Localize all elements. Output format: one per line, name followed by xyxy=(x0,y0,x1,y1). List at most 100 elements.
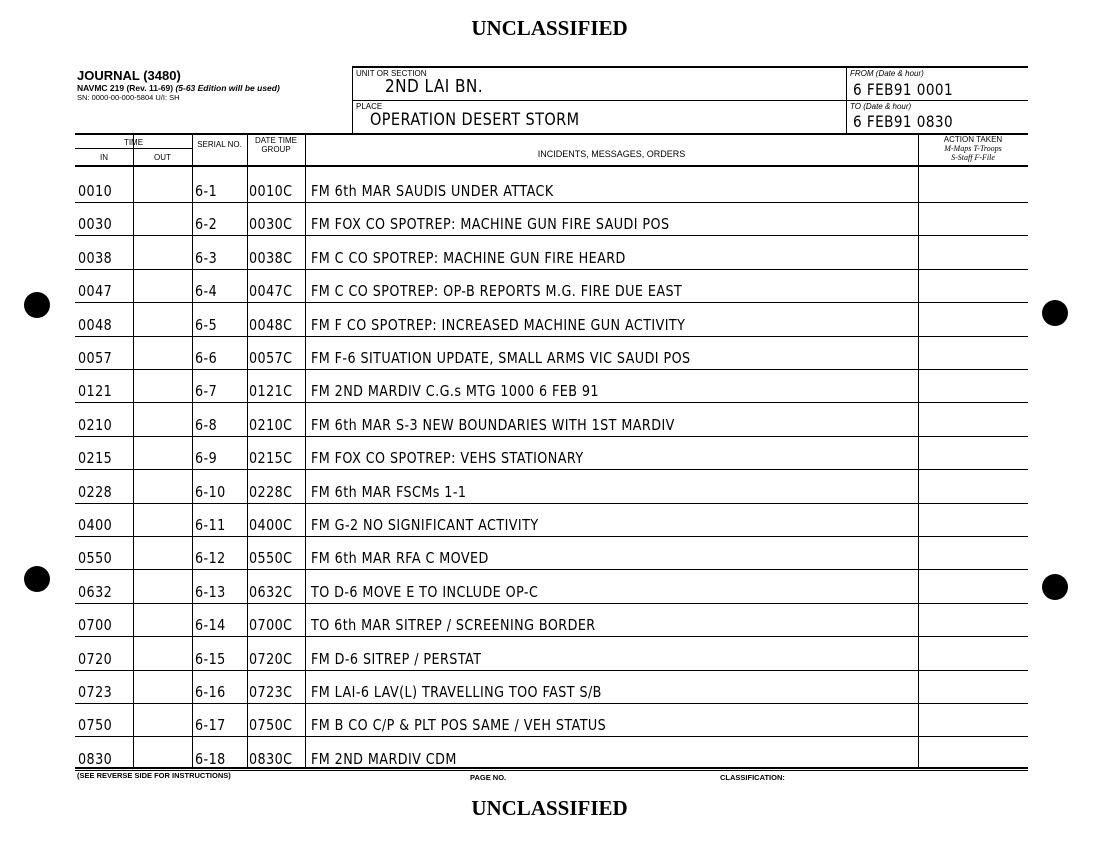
incident-text: FM F CO SPOTREP: INCREASED MACHINE GUN A… xyxy=(311,315,686,334)
unit-value[interactable]: 2ND LAI BN. xyxy=(385,76,484,97)
place-label: PLACE xyxy=(356,102,383,111)
table-row: 0550 6-12 0550C FM 6th MAR RFA C MOVED xyxy=(75,537,1028,571)
incident-text: FM B CO C/P & PLT POS SAME / VEH STATUS xyxy=(311,716,607,735)
date-time-group: 0700C xyxy=(249,616,293,635)
serial-no: 6-10 xyxy=(195,482,226,501)
footer-page-no: PAGE NO. xyxy=(470,773,507,782)
incident-text: FM FOX CO SPOTREP: MACHINE GUN FIRE SAUD… xyxy=(311,215,670,234)
serial-no: 6-18 xyxy=(195,749,226,768)
date-time-group: 0400C xyxy=(249,516,293,534)
incident-text: FM C CO SPOTREP: MACHINE GUN FIRE HEARD xyxy=(311,248,626,267)
table-row: 0830 6-18 0830C FM 2ND MARDIV CDM xyxy=(75,738,1028,771)
incident-text: FM 2ND MARDIV CDM xyxy=(311,749,457,768)
date-time-group: 0210C xyxy=(249,415,293,434)
serial-no: 6-1 xyxy=(195,182,218,200)
time-in: 0010 xyxy=(78,182,113,200)
punch-hole xyxy=(24,566,50,592)
date-time-group: 0047C xyxy=(249,282,293,301)
col-in: IN xyxy=(100,153,108,162)
from-value[interactable]: 6 FEB91 0001 xyxy=(853,80,954,99)
incident-text: FM F-6 SITUATION UPDATE, SMALL ARMS VIC … xyxy=(311,349,691,367)
date-time-group: 0632C xyxy=(249,582,293,601)
incident-text: FM C CO SPOTREP: OP-B REPORTS M.G. FIRE … xyxy=(311,282,683,301)
incident-text: FM 6th MAR FSCMs 1-1 xyxy=(311,482,467,501)
table-row: 0048 6-5 0048C FM F CO SPOTREP: INCREASE… xyxy=(75,304,1028,337)
table-row: 0210 6-8 0210C FM 6th MAR S-3 NEW BOUNDA… xyxy=(75,404,1028,437)
date-time-group: 0038C xyxy=(249,248,293,267)
table-row: 0038 6-3 0038C FM C CO SPOTREP: MACHINE … xyxy=(75,237,1028,270)
time-in: 0210 xyxy=(78,415,113,434)
incident-text: FM 6th MAR S-3 NEW BOUNDARIES WITH 1ST M… xyxy=(311,415,675,434)
table-row: 0750 6-17 0750C FM B CO C/P & PLT POS SA… xyxy=(75,704,1028,738)
punch-hole xyxy=(24,292,50,318)
table-row: 0228 6-10 0228C FM 6th MAR FSCMs 1-1 xyxy=(75,471,1028,504)
to-value[interactable]: 6 FEB91 0830 xyxy=(853,112,954,131)
table-row: 0720 6-15 0720C FM D-6 SITREP / PERSTAT xyxy=(75,638,1028,671)
footer-instructions: (SEE REVERSE SIDE FOR INSTRUCTIONS) xyxy=(77,771,231,780)
date-time-group: 0720C xyxy=(249,649,293,668)
punch-hole xyxy=(1042,574,1068,600)
date-time-group: 0010C xyxy=(249,182,293,200)
footer-classification: CLASSIFICATION: xyxy=(720,773,785,782)
date-time-group: 0030C xyxy=(249,215,293,234)
serial-no: 6-11 xyxy=(195,516,226,534)
incident-text: FM 6th MAR RFA C MOVED xyxy=(311,549,489,568)
serial-no: 6-6 xyxy=(195,349,218,367)
classification-top: UNCLASSIFIED xyxy=(471,16,628,40)
col-out: OUT xyxy=(154,153,171,162)
time-in: 0030 xyxy=(78,215,113,234)
date-time-group: 0121C xyxy=(249,382,293,401)
time-in: 0550 xyxy=(78,549,113,568)
date-time-group: 0215C xyxy=(249,449,293,468)
from-label: FROM (Date & hour) xyxy=(850,69,924,78)
time-in: 0700 xyxy=(78,616,113,635)
table-row: 0723 6-16 0723C FM LAI-6 LAV(L) TRAVELLI… xyxy=(75,671,1028,704)
unit-label: UNIT OR SECTION xyxy=(356,69,427,78)
table-row: 0400 6-11 0400C FM G-2 NO SIGNIFICANT AC… xyxy=(75,504,1028,537)
form-number: NAVMC 219 (Rev. 11-69) xyxy=(77,83,174,93)
serial-no: 6-2 xyxy=(195,215,218,234)
time-in: 0048 xyxy=(78,315,113,334)
date-time-group: 0750C xyxy=(249,716,293,735)
incident-text: FM 2ND MARDIV C.G.s MTG 1000 6 FEB 91 xyxy=(311,382,599,401)
form-title: JOURNAL (3480) xyxy=(77,68,181,83)
action-title: ACTION TAKEN xyxy=(943,135,1003,144)
incident-text: FM G-2 NO SIGNIFICANT ACTIVITY xyxy=(311,516,539,534)
incident-text: TO 6th MAR SITREP / SCREENING BORDER xyxy=(311,616,596,635)
edition-note: (5-63 Edition will be used) xyxy=(175,83,280,93)
action-key-2: S-Staff F-File xyxy=(951,153,995,162)
incident-text: TO D-6 MOVE E TO INCLUDE OP-C xyxy=(311,582,539,601)
time-in: 0723 xyxy=(78,683,113,701)
serial-no: 6-13 xyxy=(195,582,226,601)
serial-no: 6-17 xyxy=(195,716,226,735)
col-dtg: DATE TIME GROUP xyxy=(255,136,297,154)
date-time-group: 0228C xyxy=(249,482,293,501)
classification-bottom: UNCLASSIFIED xyxy=(471,796,628,820)
incident-text: FM D-6 SITREP / PERSTAT xyxy=(311,649,482,668)
serial-no: 6-3 xyxy=(195,248,218,267)
table-row: 0632 6-13 0632C TO D-6 MOVE E TO INCLUDE… xyxy=(75,571,1028,604)
place-value[interactable]: OPERATION DESERT STORM xyxy=(370,110,580,130)
table-row: 0047 6-4 0047C FM C CO SPOTREP: OP-B REP… xyxy=(75,270,1028,304)
date-time-group: 0830C xyxy=(249,749,293,768)
form-title-block: JOURNAL (3480) NAVMC 219 (Rev. 11-69) (5… xyxy=(77,68,280,102)
date-time-group: 0057C xyxy=(249,349,293,367)
time-in: 0038 xyxy=(78,248,113,267)
serial-no: 6-5 xyxy=(195,315,218,334)
serial-no: 6-4 xyxy=(195,282,218,301)
col-incidents: INCIDENTS, MESSAGES, ORDERS xyxy=(537,149,686,159)
serial-no: 6-7 xyxy=(195,382,218,401)
punch-hole xyxy=(1042,300,1068,326)
date-time-group: 0723C xyxy=(249,683,293,701)
time-in: 0215 xyxy=(78,449,113,468)
time-in: 0632 xyxy=(78,582,113,601)
stock-number: SN: 0000-00-000-5804 U/I: SH xyxy=(77,93,180,102)
table-row: 0057 6-6 0057C FM F-6 SITUATION UPDATE, … xyxy=(75,337,1028,370)
col-serial: SERIAL NO. xyxy=(197,140,242,149)
col-action: ACTION TAKEN M-Maps T-Troops S-Staff F-F… xyxy=(918,135,1028,162)
time-in: 0400 xyxy=(78,516,113,534)
incident-text: FM FOX CO SPOTREP: VEHS STATIONARY xyxy=(311,449,584,468)
time-in: 0047 xyxy=(78,282,113,301)
time-in: 0228 xyxy=(78,482,113,501)
time-in: 0720 xyxy=(78,649,113,668)
